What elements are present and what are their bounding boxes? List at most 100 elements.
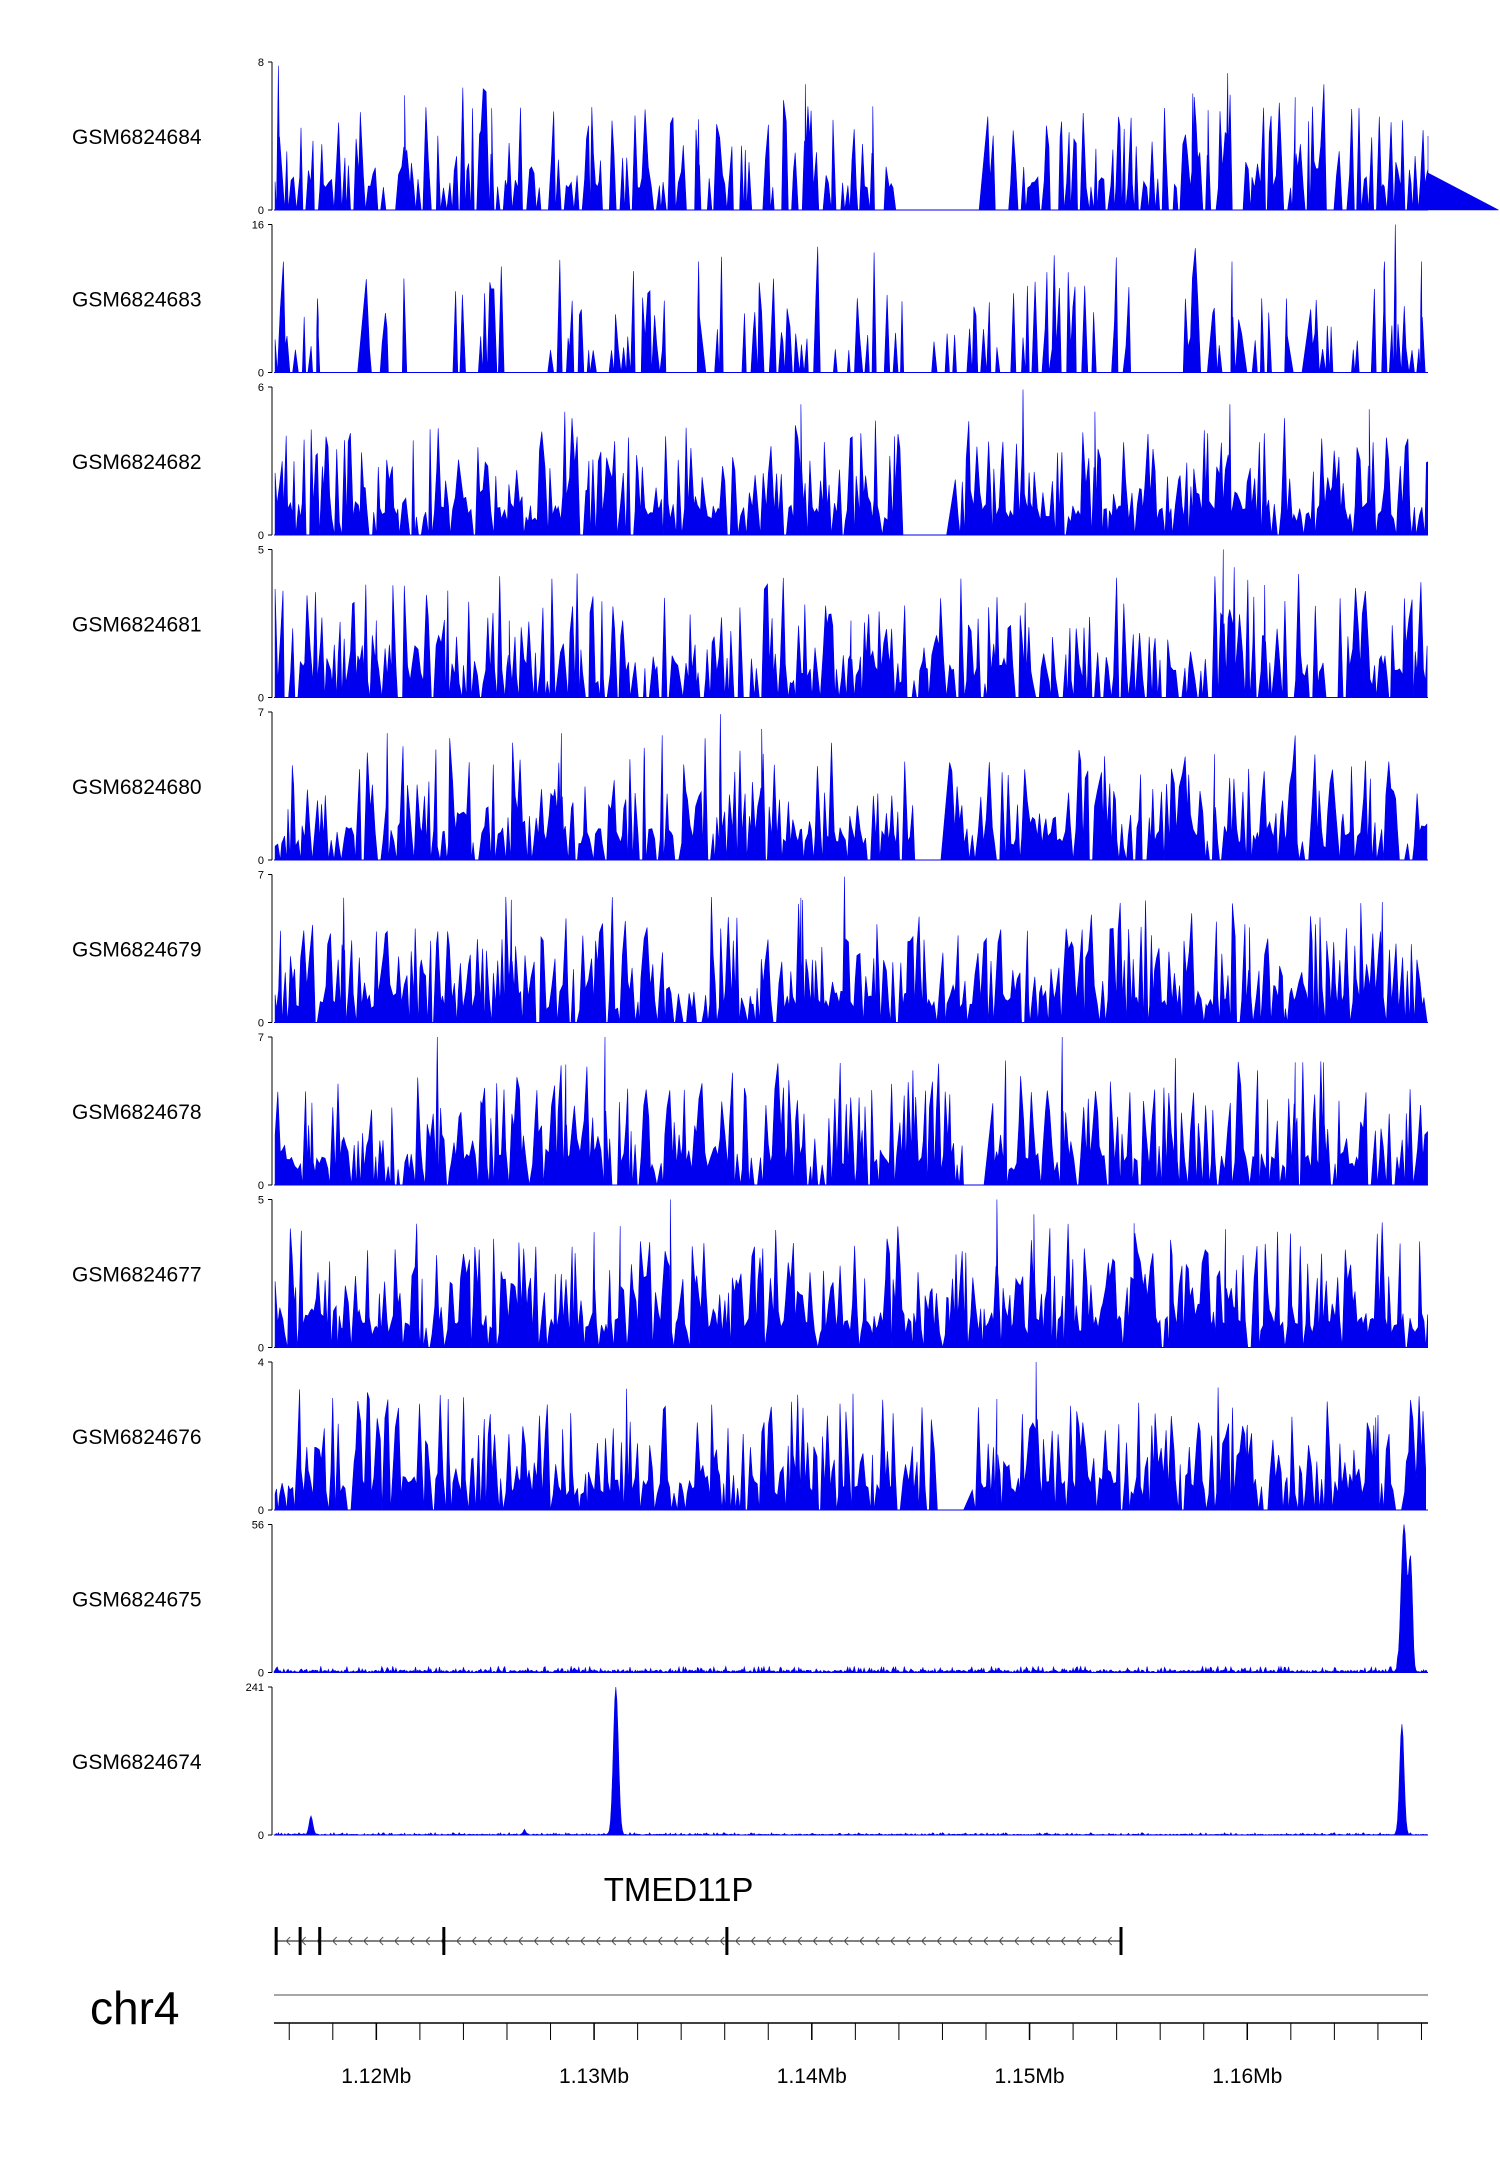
y-min-label: 0 (258, 693, 264, 705)
x-tick-label: 1.12Mb (341, 2065, 411, 2088)
strand-chevron (982, 1936, 989, 1946)
track-label: GSM6824683 (72, 289, 202, 312)
signal-area (274, 549, 1428, 698)
strand-chevron (765, 1936, 772, 1946)
track-label: GSM6824681 (72, 614, 202, 637)
y-min-label: 0 (258, 855, 264, 867)
y-min-label: 0 (258, 530, 264, 542)
signal-area (274, 389, 1428, 536)
signal-area (273, 1686, 1428, 1836)
track-GSM6824684: GSM6824684 8 0 (72, 57, 1499, 217)
strand-chevron (796, 1936, 803, 1946)
signal-area (274, 714, 1428, 861)
strand-chevron (533, 1936, 539, 1946)
track-GSM6824676: GSM6824676 4 0 (72, 1357, 1428, 1517)
signal-area (274, 876, 1428, 1023)
signal-area (274, 1361, 1426, 1511)
y-min-label: 0 (258, 1343, 264, 1355)
strand-chevron (378, 1936, 384, 1946)
gene-track: TMED11P (274, 1871, 1123, 1955)
track-GSM6824675: GSM6824675 56 0 (72, 1520, 1428, 1680)
y-max-label: 7 (258, 870, 264, 882)
track-label: GSM6824679 (72, 939, 202, 962)
y-max-label: 5 (258, 1195, 264, 1207)
strand-chevron (843, 1936, 849, 1946)
track-label: GSM6824676 (72, 1426, 202, 1449)
strand-chevron (812, 1936, 818, 1946)
y-max-label: 8 (258, 57, 264, 69)
strand-chevron (858, 1936, 865, 1946)
strand-chevron (579, 1936, 586, 1946)
strand-chevron (750, 1936, 756, 1946)
strand-chevron (641, 1936, 648, 1946)
strand-chevron (920, 1936, 927, 1946)
y-max-label: 16 (252, 220, 264, 232)
track-label: GSM6824682 (72, 451, 202, 474)
strand-chevron (874, 1936, 880, 1946)
track-GSM6824678: GSM6824678 7 0 (72, 1032, 1428, 1192)
strand-chevron (517, 1936, 524, 1946)
strand-chevron (595, 1936, 601, 1946)
y-min-label: 0 (258, 1505, 264, 1517)
strand-chevron (285, 1936, 291, 1946)
strand-chevron (471, 1936, 477, 1946)
strand-chevron (1013, 1936, 1020, 1946)
signal-area (274, 1036, 1428, 1186)
strand-chevron (688, 1936, 694, 1946)
y-min-label: 0 (258, 368, 264, 380)
y-min-label: 0 (258, 1668, 264, 1680)
strand-chevron (1091, 1936, 1097, 1946)
x-tick-label: 1.13Mb (559, 2065, 629, 2088)
gene-exon-mark (274, 1927, 278, 1955)
strand-chevron (1106, 1936, 1113, 1946)
track-label: GSM6824677 (72, 1264, 202, 1287)
strand-chevron (734, 1936, 741, 1946)
track-GSM6824683: GSM6824683 16 0 (72, 220, 1428, 380)
strand-chevron (393, 1936, 400, 1946)
track-GSM6824677: GSM6824677 5 0 (72, 1195, 1428, 1355)
track-label: GSM6824684 (72, 126, 202, 149)
strand-chevron (1029, 1936, 1035, 1946)
strand-chevron (827, 1936, 834, 1946)
y-max-label: 4 (258, 1357, 264, 1369)
track-label: GSM6824675 (72, 1589, 202, 1612)
gene-exon-mark (1119, 1927, 1123, 1955)
gene-exon-mark (298, 1927, 302, 1955)
strand-chevron (1044, 1936, 1051, 1946)
strand-chevron (936, 1936, 942, 1946)
x-tick-label: 1.16Mb (1212, 2065, 1282, 2088)
signal-area (274, 224, 1427, 373)
strand-chevron (564, 1936, 570, 1946)
strand-chevron (781, 1936, 787, 1946)
gene-exon-mark (442, 1927, 446, 1955)
track-GSM6824680: GSM6824680 7 0 (72, 707, 1428, 867)
strand-chevron (626, 1936, 632, 1946)
y-min-label: 0 (258, 1180, 264, 1192)
y-max-label: 7 (258, 1032, 264, 1044)
strand-chevron (362, 1936, 369, 1946)
strand-chevron (610, 1936, 617, 1946)
strand-chevron (486, 1936, 493, 1946)
signal-area (274, 65, 1499, 211)
y-max-label: 241 (246, 1682, 264, 1694)
y-max-label: 7 (258, 707, 264, 719)
x-tick-label: 1.14Mb (777, 2065, 847, 2088)
track-label: GSM6824680 (72, 776, 202, 799)
gene-TMED11P: TMED11P (274, 1871, 1123, 1955)
strand-chevron (502, 1936, 508, 1946)
track-GSM6824681: GSM6824681 5 0 (72, 545, 1428, 705)
strand-chevron (409, 1936, 415, 1946)
y-min-label: 0 (258, 1830, 264, 1842)
y-max-label: 6 (258, 382, 264, 394)
track-label: GSM6824674 (72, 1751, 202, 1774)
track-GSM6824682: GSM6824682 6 0 (72, 382, 1428, 542)
strand-chevron (657, 1936, 663, 1946)
signal-area (273, 1524, 1428, 1674)
strand-chevron (424, 1936, 431, 1946)
strand-chevron (300, 1936, 307, 1946)
chromosome-label: chr4 (90, 1982, 179, 2034)
gene-exon-mark (318, 1927, 322, 1955)
gene-exon-mark (725, 1927, 729, 1955)
strand-chevron (1075, 1936, 1082, 1946)
